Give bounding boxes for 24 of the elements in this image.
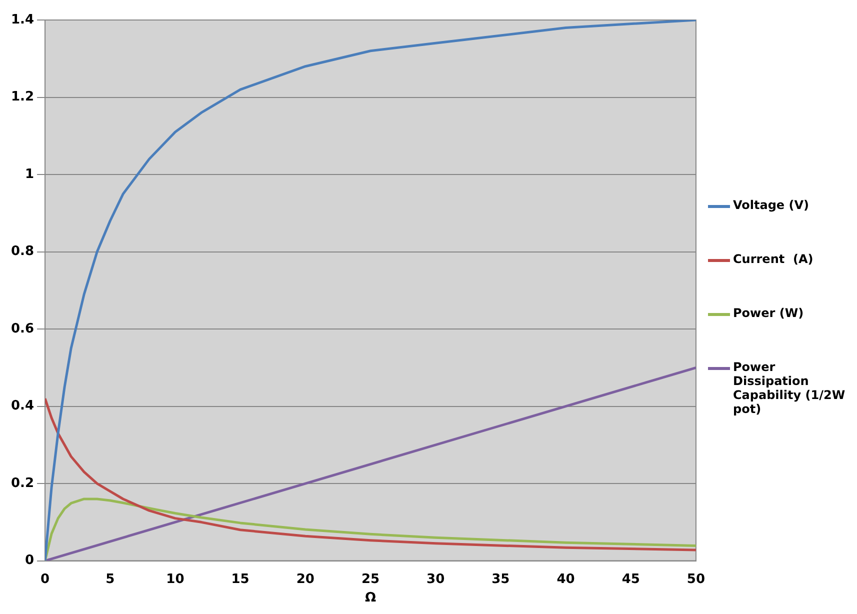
legend-label: Voltage (V) [733,198,809,212]
x-tick-label: 25 [361,572,380,587]
x-tick-label: 0 [40,572,50,587]
y-tick-label: 0.4 [11,398,34,414]
y-tick-label: 1 [24,166,34,182]
x-tick-label: 45 [622,572,640,587]
y-tick-label: 0.6 [11,321,34,336]
x-tick-label: 20 [296,572,314,587]
x-tick-label: 50 [686,572,705,587]
x-tick-label: 40 [556,572,575,587]
x-tick-label: 30 [426,572,445,587]
y-tick-label: 1.4 [11,12,34,28]
legend-label: Power Dissipation Capability (1/2W pot) [733,360,846,416]
x-tick-label: 10 [166,572,184,587]
y-tick-label: 0.2 [11,476,34,491]
x-tick-label: 35 [492,572,510,587]
y-tick-label: 1.2 [11,90,34,105]
y-tick-label: 0 [24,553,34,568]
legend-label: Current (A) [733,252,814,266]
x-tick-label: 15 [231,572,250,587]
x-axis-title: Ω [364,590,376,606]
legend-label: Power (W) [733,306,804,320]
x-tick-label: 5 [106,572,115,587]
y-tick-label: 0.8 [11,244,34,260]
